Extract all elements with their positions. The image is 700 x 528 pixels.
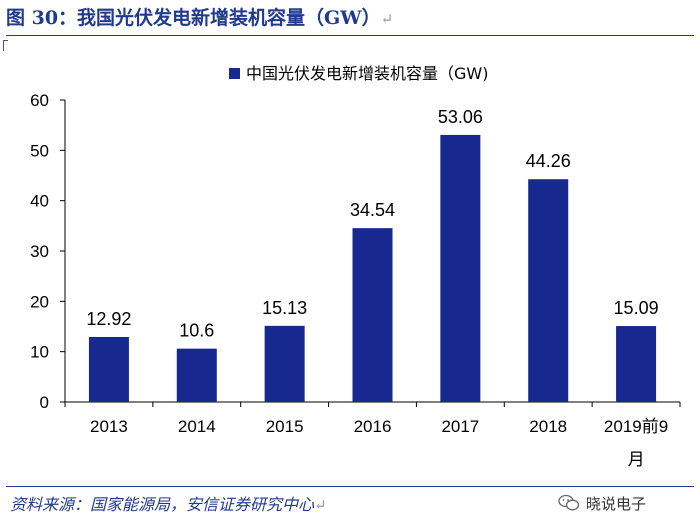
x-tick-label: 2013	[90, 417, 128, 436]
bar-value-label: 53.06	[438, 107, 483, 127]
corner-mark	[3, 40, 8, 51]
return-mark: ↵	[380, 10, 394, 28]
legend-swatch	[229, 68, 240, 79]
y-tick-label: 10	[30, 343, 49, 362]
bar-value-label: 34.54	[350, 200, 395, 220]
source-text: 资料来源：国家能源局，安信证券研究中心	[10, 495, 315, 514]
page-title: 图 30：我国光伏发电新增装机容量（GW）↵	[6, 2, 393, 34]
y-tick-label: 30	[30, 242, 49, 261]
bar-value-label: 10.6	[179, 321, 214, 341]
x-tick-label: 2014	[178, 417, 216, 436]
y-tick-label: 0	[40, 393, 49, 412]
x-tick-label: 2016	[354, 417, 392, 436]
bar	[88, 336, 129, 402]
wechat-icon	[558, 494, 580, 511]
bar-value-label: 15.09	[614, 298, 659, 318]
bar-value-label: 15.13	[262, 298, 307, 318]
bar	[616, 326, 657, 402]
title-text: 图 30：我国光伏发电新增装机容量（GW）	[6, 7, 381, 29]
watermark-text: 晓说电子	[586, 494, 647, 513]
bar	[176, 348, 217, 402]
x-tick-label: 2017	[441, 417, 479, 436]
bar	[264, 325, 305, 402]
bar	[352, 228, 393, 402]
y-tick-label: 50	[30, 141, 49, 160]
bar	[528, 179, 569, 402]
x-tick-label: 2015	[266, 417, 304, 436]
x-tick-label: 2019前9	[604, 417, 668, 436]
watermark: 晓说电子	[558, 490, 646, 516]
source-note: 资料来源：国家能源局，安信证券研究中心↵	[10, 492, 327, 518]
bar-value-label: 12.92	[86, 309, 131, 329]
source-return-mark: ↵	[314, 496, 327, 514]
y-tick-label: 60	[30, 91, 49, 110]
bar-value-label: 44.26	[526, 151, 571, 171]
bar-chart: 中国光伏发电新增装机容量（GW) 0 10 20 30 40 50 60 12.92 2013 10…	[30, 64, 681, 469]
title-divider	[6, 35, 694, 36]
bar	[440, 134, 481, 402]
x-tick-label: 2018	[529, 417, 567, 436]
x-tick-label: 月	[628, 450, 645, 469]
legend-label: 中国光伏发电新增装机容量（GW)	[246, 64, 488, 83]
footer-divider	[6, 486, 694, 487]
y-tick-label: 20	[30, 292, 49, 311]
y-tick-label: 40	[30, 192, 49, 211]
